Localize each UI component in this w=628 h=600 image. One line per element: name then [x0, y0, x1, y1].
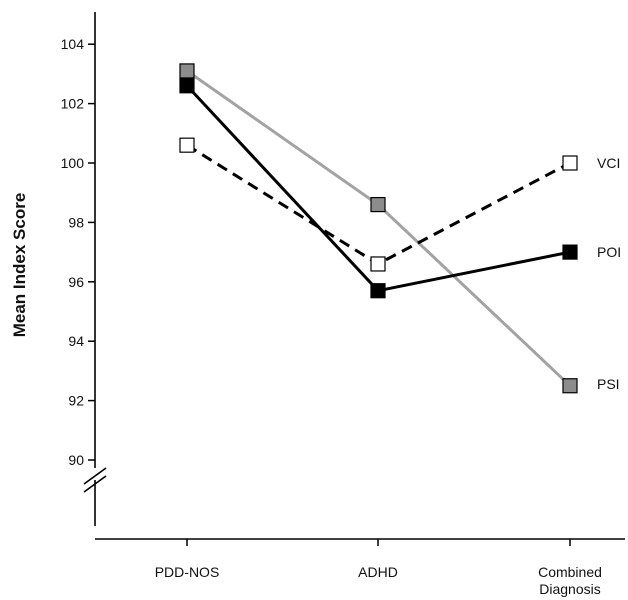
x-category-label: PDD-NOS — [155, 564, 220, 580]
y-tick-label: 102 — [61, 96, 85, 112]
data-point-vci — [370, 256, 386, 272]
y-tick-label: 104 — [61, 36, 85, 52]
y-tick-label: 96 — [68, 274, 84, 290]
y-tick-label: 98 — [68, 214, 84, 230]
series-label-vci: VCI — [597, 155, 620, 171]
data-point-poi — [179, 78, 195, 94]
data-point-poi — [370, 283, 386, 299]
axis-break-mark-2 — [83, 475, 107, 493]
data-point-vci — [179, 137, 195, 153]
x-category-label: ADHD — [358, 564, 398, 580]
y-tick-label: 94 — [68, 333, 84, 349]
y-tick-label: 100 — [61, 155, 85, 171]
y-ticks: 90 92 94 96 98 100 102 104 — [61, 36, 95, 468]
series-layer: PSI POI VCI — [179, 63, 621, 394]
y-tick-label: 92 — [68, 393, 84, 409]
x-category-label: Combined — [538, 564, 602, 580]
series-vci: VCI — [179, 137, 620, 272]
data-point-psi — [179, 63, 195, 79]
axis-break-mark-1 — [83, 467, 107, 485]
series-line-psi — [186, 69, 572, 387]
y-tick-label: 90 — [68, 452, 84, 468]
data-point-vci — [562, 155, 578, 171]
data-point-psi — [562, 378, 578, 394]
x-category-label: Diagnosis — [539, 581, 600, 597]
series-poi: POI — [179, 78, 621, 299]
y-axis-title: Mean Index Score — [10, 193, 29, 338]
series-label-poi: POI — [597, 244, 621, 260]
series-label-psi: PSI — [597, 376, 620, 392]
axes — [83, 12, 625, 540]
series-psi: PSI — [179, 63, 620, 394]
data-point-poi — [562, 244, 578, 260]
data-point-psi — [370, 196, 386, 213]
